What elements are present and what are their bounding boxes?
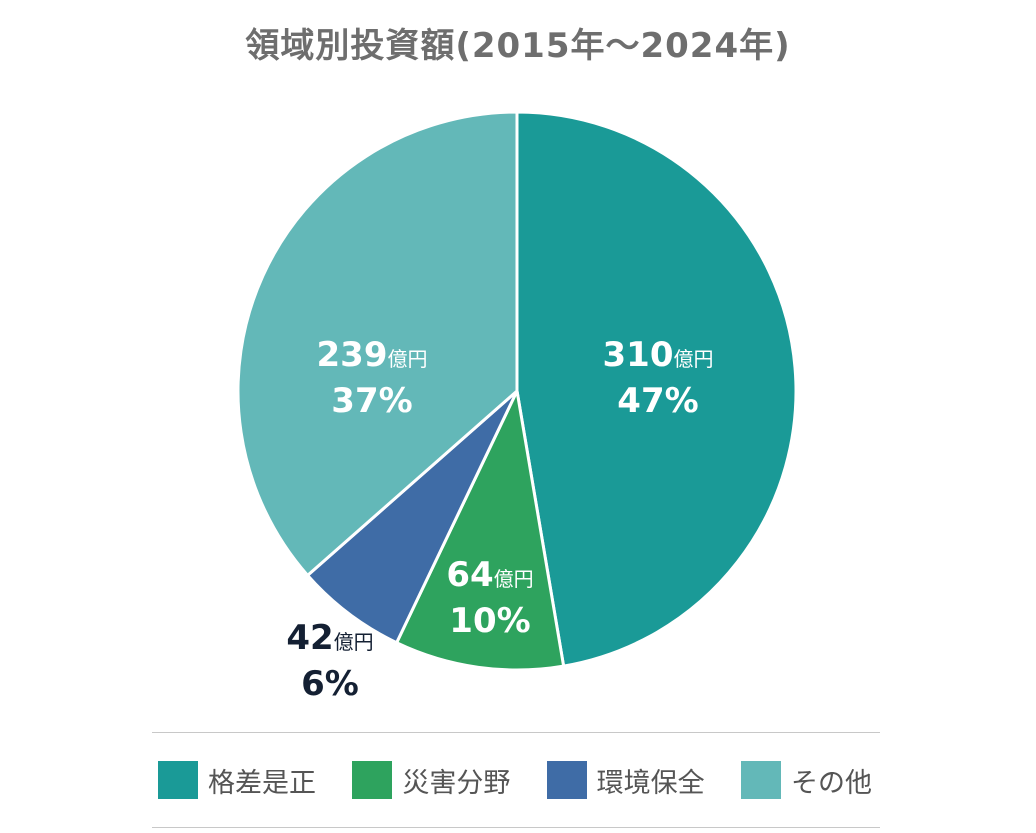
slice-percent-label: 10% <box>449 601 530 641</box>
pie-slice <box>306 389 519 645</box>
pie-slice <box>395 389 566 672</box>
legend: 格差是正 災害分野 環境保全 その他 <box>152 732 880 828</box>
slice-unit: 億円 <box>334 630 374 654</box>
slice-unit: 億円 <box>387 347 427 371</box>
legend-swatch <box>740 761 781 799</box>
legend-swatch <box>546 761 587 799</box>
pie-slices <box>236 110 798 672</box>
slice-percent-label: 47% <box>617 381 698 421</box>
slice-value-label: 64億円 <box>446 555 533 595</box>
slice-percent-label: 6% <box>301 664 359 704</box>
legend-label: 災害分野 <box>402 767 511 799</box>
slice-unit: 億円 <box>673 347 713 371</box>
legend-item-saigai-bunya: 災害分野 <box>352 761 510 800</box>
slice-unit: 億円 <box>494 567 534 591</box>
slice-value-label: 310億円 <box>603 335 714 375</box>
legend-item-kankyo-hozen: 環境保全 <box>546 761 705 800</box>
legend-swatch <box>158 761 198 799</box>
chart-title: 領域別投資額(2015年～2024年) <box>245 26 791 66</box>
slice-value: 64 <box>446 555 493 595</box>
legend-label: その他 <box>790 767 872 799</box>
pie-slice <box>236 110 519 577</box>
slice-value: 239 <box>317 335 388 375</box>
slice-value: 310 <box>603 335 674 375</box>
slice-value-label: 42億円 <box>286 618 373 658</box>
pie-slice <box>515 110 798 668</box>
legend-item-sonota: その他 <box>740 761 872 800</box>
legend-label: 環境保全 <box>596 767 705 799</box>
slice-value: 42 <box>286 618 333 658</box>
slice-value-label: 239億円 <box>317 335 428 375</box>
legend-label: 格差是正 <box>208 767 316 799</box>
slice-percent-label: 37% <box>331 381 412 421</box>
legend-item-kakusa-zesei: 格差是正 <box>158 761 316 800</box>
legend-swatch <box>352 761 393 799</box>
